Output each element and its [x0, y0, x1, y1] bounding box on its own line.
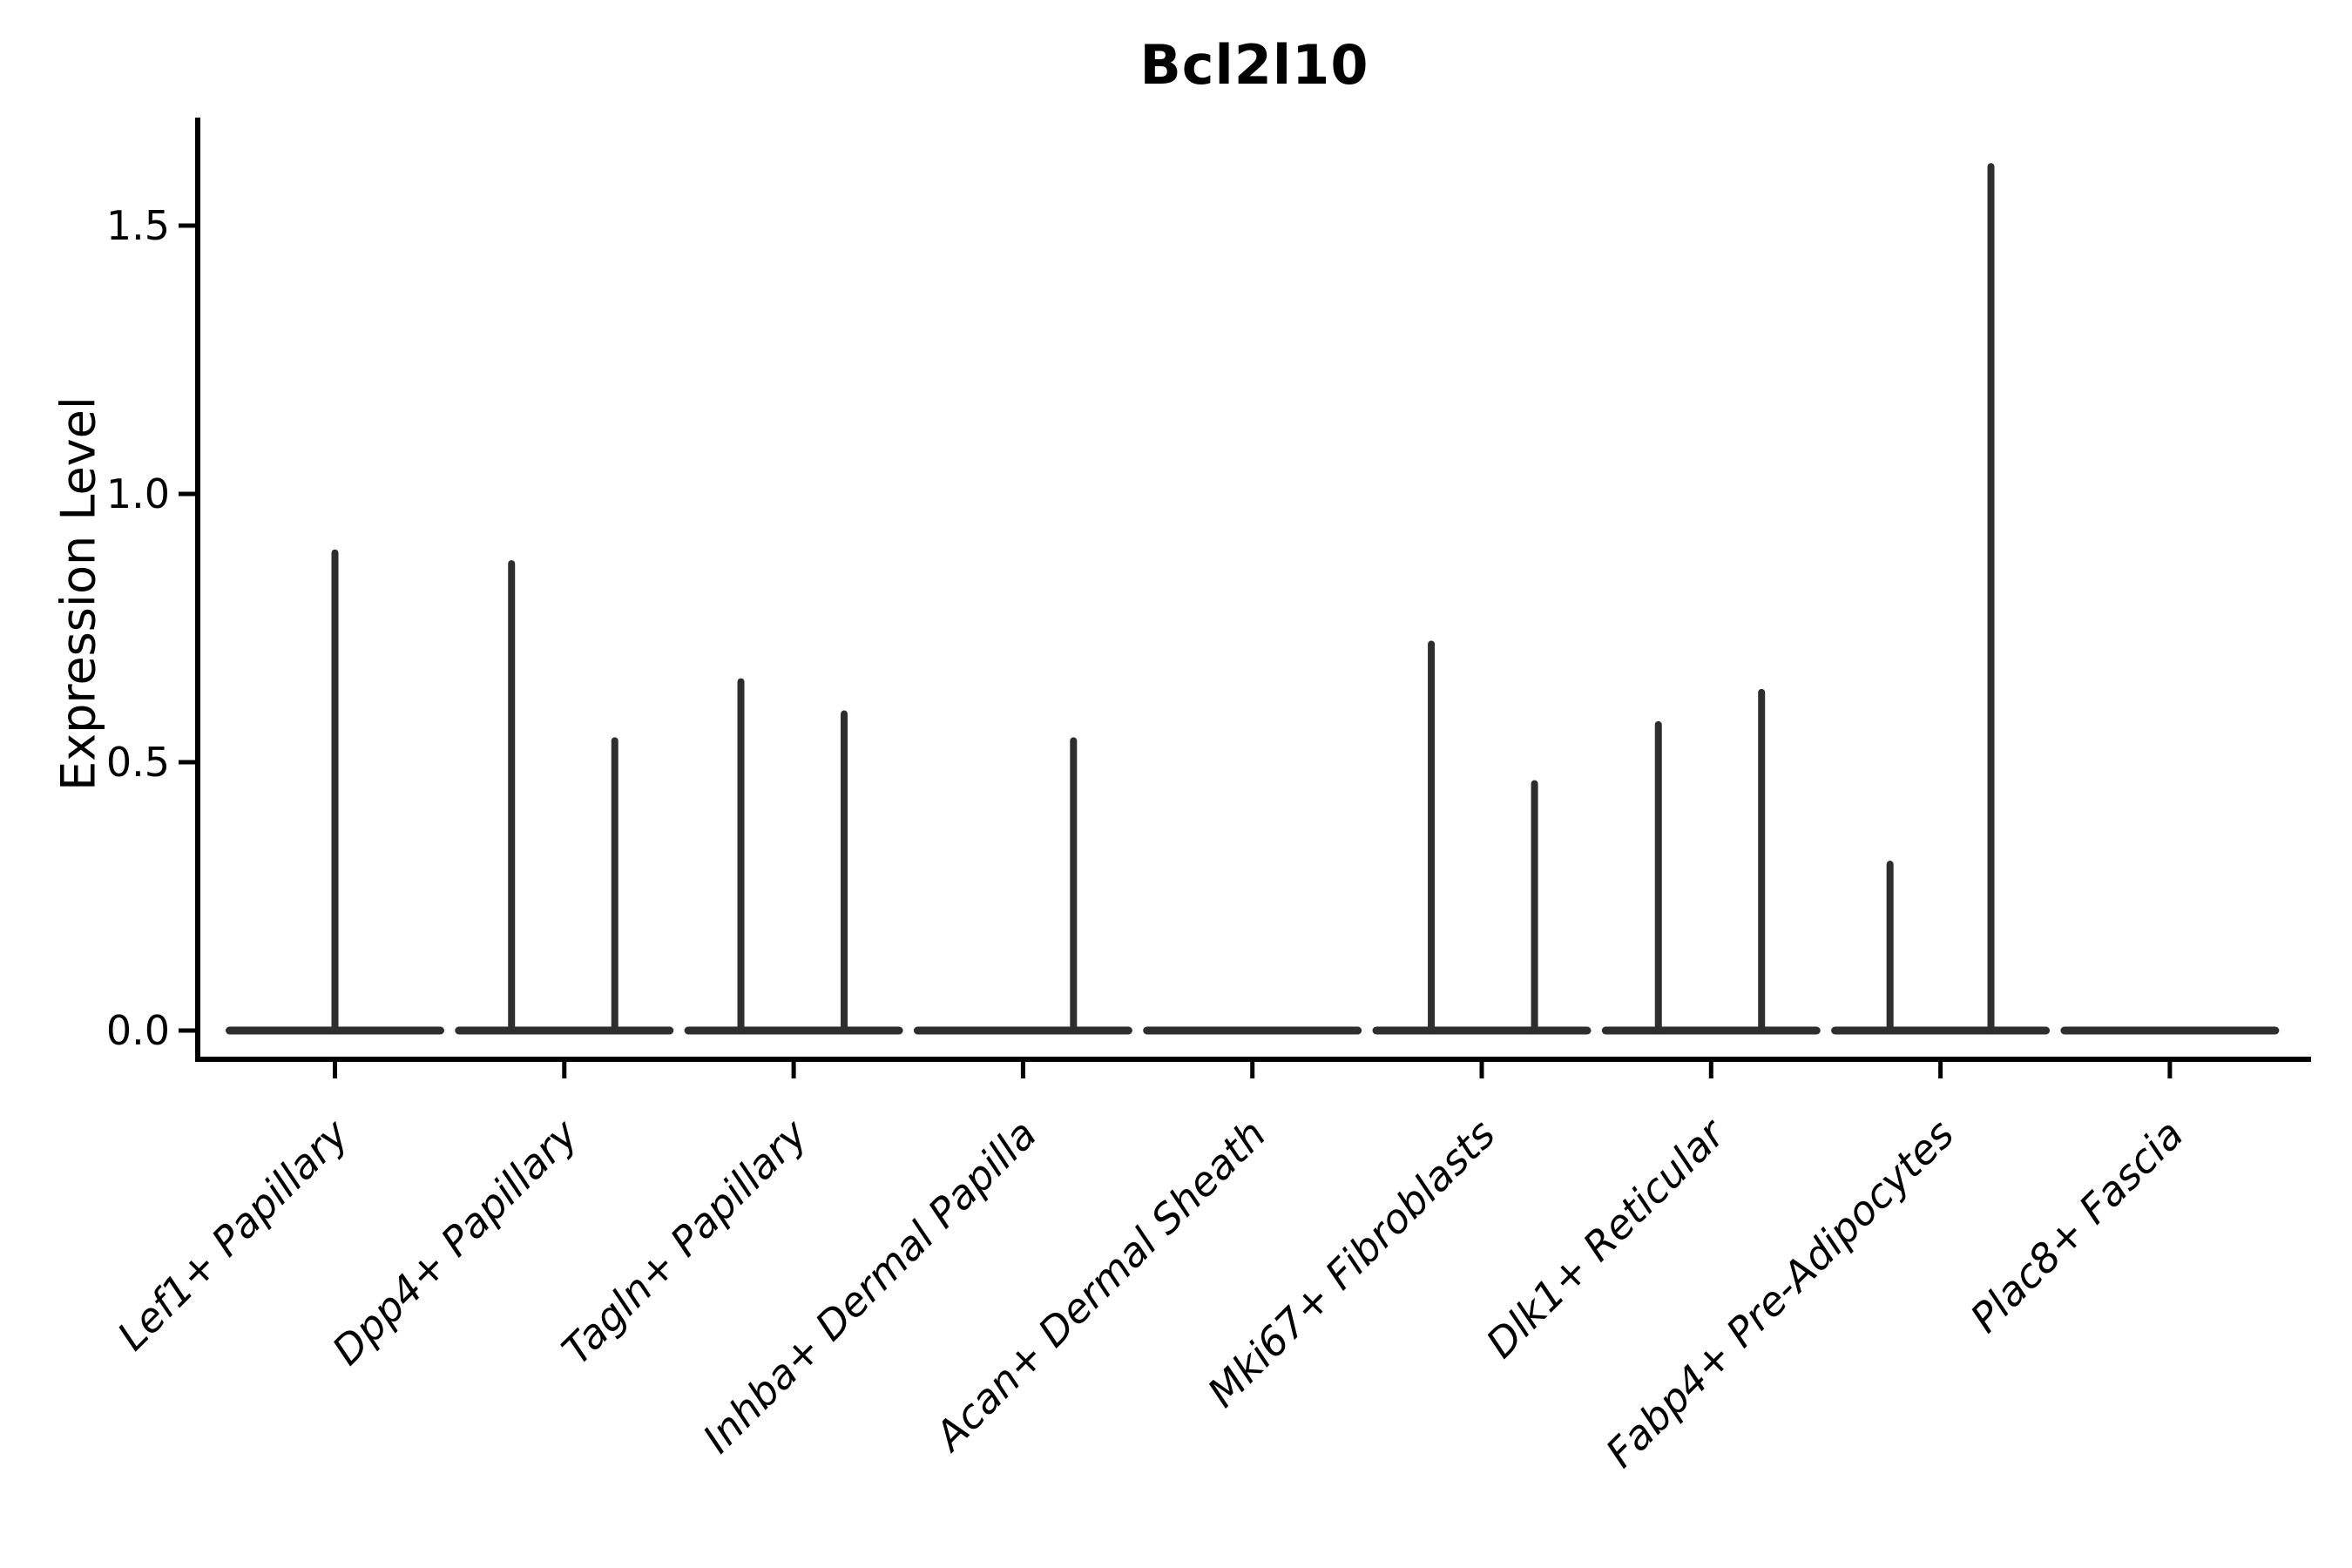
x-tick-label: Plac8+ Fascia [1961, 1111, 2192, 1342]
y-tick-label: 1.0 [106, 470, 170, 517]
x-tick-label: Lef1+ Papillary [108, 1110, 357, 1359]
y-tick-label: 1.5 [106, 202, 170, 249]
x-tick-label: Dpp4+ Papillary [323, 1110, 587, 1374]
y-tick-label: 0.0 [106, 1007, 170, 1054]
chart-title: Bcl2l10 [1139, 33, 1369, 97]
x-tick-label: Dlk1+ Reticular [1477, 1108, 1735, 1367]
y-tick-label: 0.5 [106, 739, 170, 786]
x-tick-label: Tagln+ Papillary [553, 1110, 817, 1374]
